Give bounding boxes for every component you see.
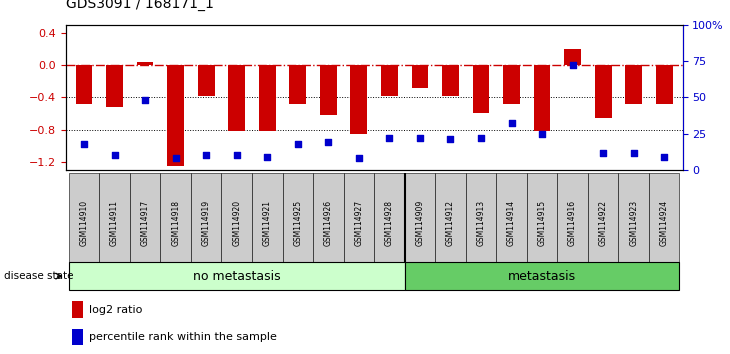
- Point: [658, 154, 670, 160]
- Bar: [76, 65, 93, 104]
- Bar: [404, 262, 680, 290]
- Bar: [99, 173, 130, 273]
- Bar: [344, 173, 374, 273]
- Text: GSM114910: GSM114910: [80, 200, 88, 246]
- Text: GSM114927: GSM114927: [354, 200, 364, 246]
- Text: GSM114918: GSM114918: [171, 200, 180, 246]
- Bar: [252, 173, 283, 273]
- Point: [231, 153, 242, 158]
- Bar: [259, 65, 276, 131]
- Text: percentile rank within the sample: percentile rank within the sample: [89, 332, 277, 342]
- Point: [445, 137, 456, 142]
- Bar: [472, 65, 489, 114]
- Text: GSM114917: GSM114917: [141, 200, 150, 246]
- Point: [139, 97, 151, 103]
- Bar: [442, 65, 459, 96]
- Text: GSM114912: GSM114912: [446, 200, 455, 246]
- Bar: [412, 65, 429, 88]
- Bar: [69, 173, 99, 273]
- Text: GSM114916: GSM114916: [568, 200, 577, 246]
- Bar: [69, 262, 404, 290]
- Point: [383, 135, 395, 141]
- Bar: [137, 62, 153, 65]
- Bar: [228, 65, 245, 131]
- Text: GSM114909: GSM114909: [415, 200, 424, 246]
- Bar: [618, 173, 649, 273]
- Bar: [595, 65, 612, 118]
- Bar: [289, 65, 306, 104]
- Point: [323, 139, 334, 145]
- Bar: [527, 173, 557, 273]
- Point: [566, 63, 578, 68]
- Bar: [221, 173, 252, 273]
- Text: disease state: disease state: [4, 271, 73, 281]
- Bar: [374, 173, 404, 273]
- Bar: [404, 173, 435, 273]
- Text: GSM114922: GSM114922: [599, 200, 607, 246]
- Text: no metastasis: no metastasis: [193, 270, 280, 282]
- Bar: [198, 65, 215, 96]
- Bar: [106, 65, 123, 107]
- Bar: [381, 65, 398, 96]
- Point: [597, 150, 609, 155]
- Point: [78, 141, 90, 147]
- Point: [109, 153, 120, 158]
- Text: GSM114924: GSM114924: [660, 200, 669, 246]
- Bar: [283, 173, 313, 273]
- Point: [506, 121, 518, 126]
- Bar: [534, 65, 550, 131]
- Point: [628, 150, 639, 155]
- Text: GSM114913: GSM114913: [477, 200, 485, 246]
- Point: [261, 154, 273, 160]
- Text: GSM114925: GSM114925: [293, 200, 302, 246]
- Bar: [350, 65, 367, 133]
- Bar: [503, 65, 520, 104]
- Bar: [626, 65, 642, 104]
- Text: log2 ratio: log2 ratio: [89, 304, 142, 315]
- Text: GSM114926: GSM114926: [324, 200, 333, 246]
- Bar: [656, 65, 672, 104]
- Bar: [557, 173, 588, 273]
- Text: GSM114923: GSM114923: [629, 200, 638, 246]
- Bar: [588, 173, 618, 273]
- Point: [414, 135, 426, 141]
- Bar: [72, 329, 83, 345]
- Bar: [130, 173, 161, 273]
- Text: GSM114915: GSM114915: [537, 200, 547, 246]
- Point: [170, 155, 182, 161]
- Bar: [496, 173, 527, 273]
- Bar: [435, 173, 466, 273]
- Text: GDS3091 / 168171_1: GDS3091 / 168171_1: [66, 0, 214, 11]
- Point: [475, 135, 487, 141]
- Bar: [466, 173, 496, 273]
- Bar: [320, 65, 337, 115]
- Text: GSM114920: GSM114920: [232, 200, 241, 246]
- Point: [353, 155, 365, 161]
- Text: GSM114921: GSM114921: [263, 200, 272, 246]
- Bar: [649, 173, 680, 273]
- Point: [537, 131, 548, 136]
- Bar: [191, 173, 221, 273]
- Point: [200, 153, 212, 158]
- Text: GSM114914: GSM114914: [507, 200, 516, 246]
- Bar: [564, 49, 581, 65]
- Text: metastasis: metastasis: [508, 270, 576, 282]
- Bar: [167, 65, 184, 166]
- Point: [292, 141, 304, 147]
- Text: GSM114928: GSM114928: [385, 200, 394, 246]
- Text: GSM114919: GSM114919: [201, 200, 211, 246]
- Bar: [161, 173, 191, 273]
- Bar: [72, 302, 83, 318]
- Bar: [313, 173, 344, 273]
- Text: GSM114911: GSM114911: [110, 200, 119, 246]
